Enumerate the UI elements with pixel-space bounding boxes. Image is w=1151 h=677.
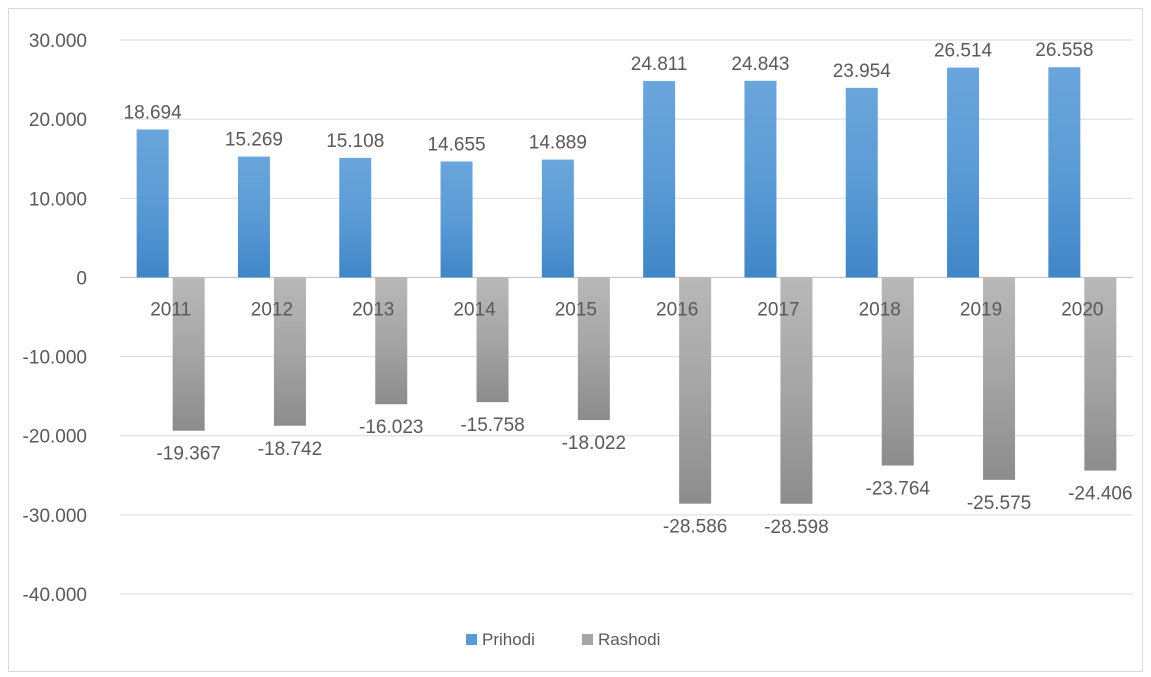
data-labels: 18.694 -19.367 15.269 -18.742 15.108 -16.023 1… (124, 40, 1133, 538)
bar-prihodi (845, 87, 878, 278)
data-label-rashodi: -28.598 (764, 517, 828, 538)
data-label-rashodi: -25.575 (967, 493, 1031, 514)
bar-prihodi (643, 81, 676, 278)
x-tick-label: 2020 (1061, 299, 1103, 320)
data-label-prihodi: 24.843 (731, 54, 789, 75)
bar-prihodi (237, 156, 270, 278)
y-tick-label: 10.000 (29, 189, 87, 210)
y-tick-label: 30.000 (29, 31, 87, 52)
y-tick-label: 0 (76, 268, 87, 289)
y-tick-label: -40.000 (23, 585, 87, 606)
data-label-prihodi: 23.954 (833, 61, 892, 82)
x-axis-ticks: 2011 2012 2013 2014 2015 2016 2017 2018 2019 2020 (150, 299, 1103, 320)
bar-rashodi (780, 277, 813, 504)
bar-rashodi (476, 277, 509, 403)
y-tick-label: 20.000 (29, 110, 87, 131)
legend: Prihodi Rashodi (466, 630, 660, 649)
data-label-prihodi: 18.694 (124, 102, 183, 123)
bar-rashodi (1084, 277, 1117, 471)
bar-rashodi (881, 277, 914, 466)
bar-rashodi (983, 277, 1016, 480)
bar-prihodi (339, 157, 372, 278)
x-tick-label: 2015 (555, 299, 597, 320)
y-tick-label: -30.000 (23, 506, 87, 527)
legend-label-prihodi: Prihodi (482, 630, 535, 649)
y-axis-ticks: 30.000 20.000 10.000 0 -10.000 -20.000 -30.000… (23, 31, 87, 606)
data-label-prihodi: 26.558 (1035, 40, 1093, 61)
bar-rashodi (172, 277, 205, 431)
bar-rashodi (273, 277, 306, 426)
data-label-prihodi: 26.514 (934, 41, 993, 62)
bar-prihodi (744, 80, 777, 278)
data-label-prihodi: 15.108 (326, 131, 384, 152)
x-tick-label: 2018 (859, 299, 901, 320)
x-tick-label: 2016 (656, 299, 698, 320)
legend-swatch-rashodi (582, 634, 593, 645)
data-label-rashodi: -16.023 (359, 417, 423, 438)
bar-chart: 30.000 20.000 10.000 0 -10.000 -20.000 -30.000… (23, 31, 1133, 649)
data-label-rashodi: -23.764 (866, 479, 931, 500)
data-label-rashodi: -28.586 (663, 517, 727, 538)
x-tick-label: 2012 (251, 299, 293, 320)
legend-label-rashodi: Rashodi (598, 630, 660, 649)
chart-frame: 30.000 20.000 10.000 0 -10.000 -20.000 -30.000… (8, 8, 1143, 672)
bar-prihodi (440, 161, 473, 278)
x-tick-label: 2017 (757, 299, 799, 320)
x-tick-label: 2019 (960, 299, 1002, 320)
x-tick-label: 2011 (150, 299, 191, 320)
legend-swatch-prihodi (466, 634, 477, 645)
bars (136, 67, 1117, 504)
data-label-prihodi: 24.811 (631, 54, 688, 75)
bar-rashodi (679, 277, 712, 504)
bar-prihodi (541, 159, 574, 278)
x-tick-label: 2013 (352, 299, 394, 320)
data-label-prihodi: 14.889 (529, 133, 587, 154)
data-label-rashodi: -18.742 (258, 439, 322, 460)
bar-prihodi (1048, 67, 1081, 278)
x-tick-label: 2014 (453, 299, 496, 320)
data-label-prihodi: 14.655 (427, 134, 485, 155)
y-tick-label: -20.000 (23, 427, 87, 448)
data-label-rashodi: -19.367 (156, 444, 220, 465)
bar-prihodi (136, 129, 169, 278)
data-label-rashodi: -24.406 (1068, 484, 1132, 505)
bar-prihodi (947, 67, 980, 278)
y-tick-label: -10.000 (23, 348, 87, 369)
data-label-rashodi: -15.758 (460, 415, 524, 436)
bar-rashodi (577, 277, 610, 421)
data-label-prihodi: 15.269 (225, 130, 283, 151)
data-label-rashodi: -18.022 (562, 433, 626, 454)
bar-rashodi (375, 277, 408, 405)
